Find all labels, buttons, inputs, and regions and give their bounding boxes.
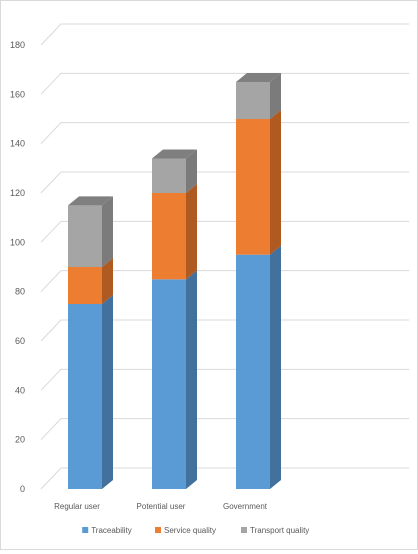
bar-side-service-quality [186, 184, 197, 280]
gridline [40, 122, 409, 145]
bar-segment-traceability [68, 304, 102, 489]
bar-segment-service-quality [236, 119, 270, 255]
legend-swatch [82, 527, 89, 533]
x-category-label: Regular user [54, 502, 100, 511]
bar-side-traceability [102, 295, 113, 489]
gridline [40, 72, 409, 95]
gridline [40, 220, 409, 243]
legend-item-traceability: Traceability [82, 526, 132, 535]
bar-segment-service-quality [152, 193, 186, 280]
bar-top [68, 196, 113, 206]
y-tick-label: 160 [10, 89, 25, 99]
gridline [40, 270, 409, 293]
legend-swatch [155, 527, 161, 533]
gridline [40, 319, 409, 342]
y-tick-label: 140 [10, 139, 25, 149]
bar-segment-traceability [152, 279, 186, 489]
gridline [40, 171, 409, 194]
x-category-label: Potential user [137, 502, 186, 511]
y-tick-label: 120 [10, 188, 25, 198]
bar-stack-1 [152, 149, 197, 489]
y-tick-label: 180 [10, 40, 25, 50]
legend-item-service-quality: Service quality [155, 526, 216, 535]
legend-label: Transport quality [250, 526, 309, 535]
bar-segment-transport-quality [152, 158, 186, 193]
legend-label: Service quality [164, 526, 216, 535]
gridline [40, 418, 409, 441]
y-tick-label: 60 [15, 336, 25, 346]
bar-segment-traceability [236, 254, 270, 489]
bar-side-traceability [270, 245, 281, 489]
bar-stack-0 [68, 196, 113, 489]
bar-side-transport-quality [102, 196, 113, 267]
legend: Traceability Service quality Transport qua… [82, 526, 309, 535]
grid-lines [40, 23, 409, 490]
bar-segment-service-quality [68, 267, 102, 304]
bar-segment-transport-quality [68, 205, 102, 267]
bar-side-transport-quality [186, 149, 197, 193]
bar-side-service-quality [102, 258, 113, 304]
x-category-label: Government [223, 502, 268, 511]
bar-top [152, 149, 197, 159]
y-tick-label: 100 [10, 237, 25, 247]
bar-side-service-quality [270, 110, 281, 255]
bar-top [236, 73, 281, 82]
bar-stack-2 [236, 73, 281, 489]
legend-swatch [241, 527, 247, 533]
bar-side-traceability [186, 270, 197, 489]
gridline [40, 368, 409, 391]
y-tick-label: 80 [15, 287, 25, 297]
gridline [40, 23, 409, 46]
y-axis: 0 20 40 60 80 100 120 140 160 180 [10, 40, 25, 494]
bars [68, 73, 281, 489]
bar-side-transport-quality [270, 73, 281, 119]
bar-segment-transport-quality [236, 82, 270, 119]
y-tick-label: 20 [15, 435, 25, 445]
x-axis: Regular user Potential user Government [54, 502, 268, 511]
y-tick-label: 40 [15, 385, 25, 395]
legend-item-transport-quality: Transport quality [241, 526, 309, 535]
gridline [40, 467, 409, 490]
legend-label: Traceability [91, 526, 132, 535]
y-tick-label: 0 [20, 484, 25, 494]
